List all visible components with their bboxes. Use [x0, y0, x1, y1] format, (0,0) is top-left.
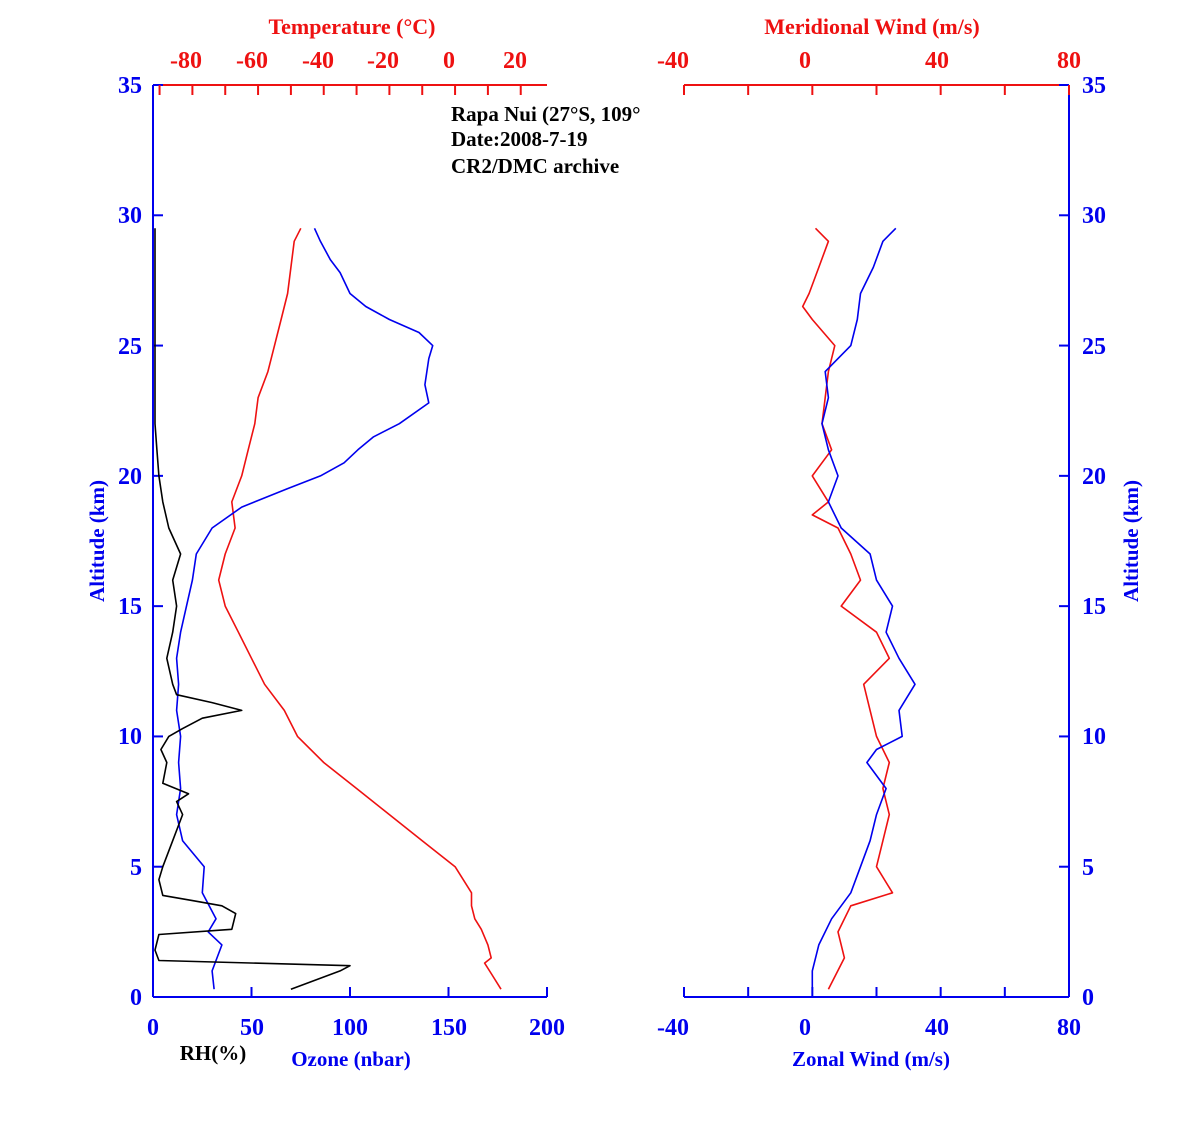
ozone-tick-label: 200: [529, 1015, 565, 1041]
temperature-axis-title: Temperature (°C): [268, 14, 435, 39]
station-annotation: Rapa Nui (27°S, 109° Date:2008-7-19 CR2/…: [451, 102, 641, 178]
altitude-tick-label: 15: [1082, 594, 1106, 620]
altitude-tick-label: 20: [1082, 464, 1106, 490]
left-altitude-tick-labels: 0 5 10 15 20 25 30 35: [118, 73, 142, 1011]
altitude-tick-label: 10: [118, 724, 142, 750]
right-altitude-axis-title: Altitude (km): [1119, 480, 1143, 602]
altitude-tick-label: 10: [1082, 724, 1106, 750]
rh-axis-title: RH(%): [180, 1041, 247, 1065]
meridional-tick-label: 80: [1057, 48, 1081, 74]
tick-marks: [152, 84, 1070, 998]
right-panel-frame: [684, 84, 1070, 998]
meridional-tick-labels: -40 0 40 80: [657, 48, 1081, 74]
left-altitude-axis-title: Altitude (km): [85, 480, 109, 602]
altitude-tick-label: 30: [118, 203, 142, 229]
ozone-tick-label: 50: [240, 1015, 264, 1041]
ozone-tick-label: 0: [147, 1015, 159, 1041]
altitude-tick-label: 35: [1082, 73, 1106, 99]
annotation-archive: CR2/DMC archive: [451, 154, 619, 178]
altitude-tick-label: 35: [118, 73, 142, 99]
annotation-station: Rapa Nui (27°S, 109°: [451, 102, 641, 126]
temperature-c-line: [217, 227, 502, 990]
left-panel-frame: [152, 84, 547, 998]
zonal-wind-m-s-line: [811, 227, 916, 990]
meridional-tick-label: 0: [799, 48, 811, 74]
zonal-tick-labels: -40 0 40 80: [657, 1015, 1081, 1041]
altitude-tick-label: 15: [118, 594, 142, 620]
altitude-tick-label: 0: [130, 985, 142, 1011]
ozone-tick-labels: 0 50 100 150 200: [147, 1015, 565, 1041]
temperature-tick-label: -80: [170, 48, 202, 74]
meridional-tick-label: -40: [657, 48, 689, 74]
ozone-tick-label: 150: [431, 1015, 467, 1041]
zonal-tick-label: -40: [657, 1015, 689, 1041]
series-layer: [154, 227, 916, 990]
altitude-tick-label: 25: [1082, 334, 1106, 360]
annotation-date: Date:2008-7-19: [451, 127, 587, 151]
temperature-tick-labels: -80 -60 -40 -20 0 20: [170, 48, 527, 74]
temperature-tick-label: -60: [236, 48, 268, 74]
ozone-nbar-line: [175, 227, 434, 990]
ozone-tick-label: 100: [332, 1015, 368, 1041]
altitude-tick-label: 25: [118, 334, 142, 360]
zonal-axis-title: Zonal Wind (m/s): [792, 1047, 950, 1071]
temperature-tick-label: 0: [443, 48, 455, 74]
rh-line: [154, 228, 351, 990]
meridional-tick-label: 40: [925, 48, 949, 74]
altitude-tick-label: 20: [118, 464, 142, 490]
temperature-tick-label: -40: [302, 48, 334, 74]
zonal-tick-label: 80: [1057, 1015, 1081, 1041]
temperature-tick-label: -20: [367, 48, 399, 74]
altitude-tick-label: 0: [1082, 985, 1094, 1011]
ozone-axis-title: Ozone (nbar): [291, 1047, 411, 1071]
zonal-tick-label: 0: [799, 1015, 811, 1041]
meridional-axis-title: Meridional Wind (m/s): [764, 14, 980, 39]
temperature-tick-label: 20: [503, 48, 527, 74]
altitude-tick-label: 30: [1082, 203, 1106, 229]
meridional-wind-m-s-line: [801, 227, 894, 990]
right-altitude-tick-labels: 0 5 10 15 20 25 30 35: [1082, 73, 1106, 1011]
altitude-tick-label: 5: [1082, 855, 1094, 881]
zonal-tick-label: 40: [925, 1015, 949, 1041]
altitude-tick-label: 5: [130, 855, 142, 881]
